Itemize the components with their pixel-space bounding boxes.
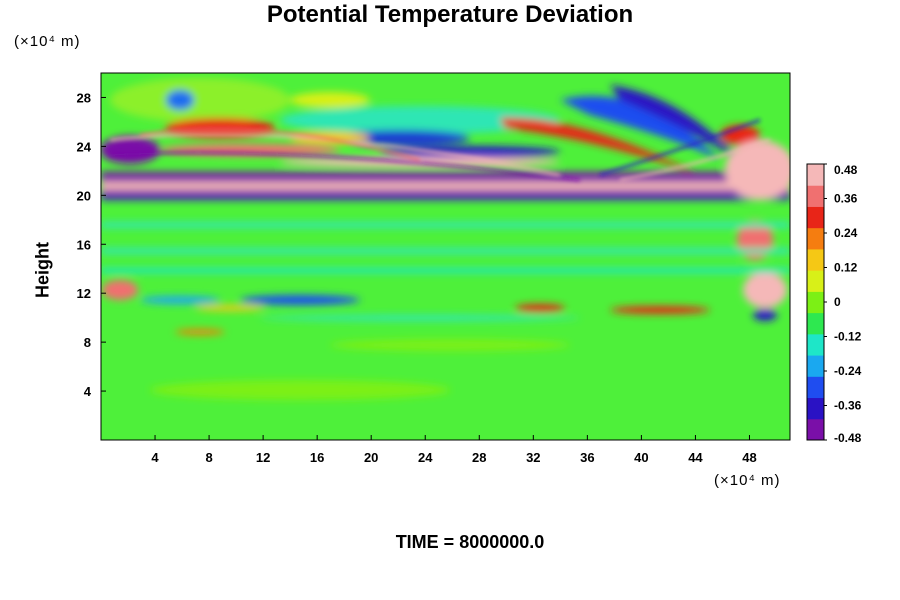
x-tick-label: 40 [634,450,648,465]
y-tick-label: 20 [77,188,91,203]
colorbar-tick-label: 0.12 [834,261,858,275]
x-tick-label: 36 [580,450,594,465]
colorbar-segment [807,227,824,250]
x-unit-label: (×10⁴ m) [714,472,781,489]
x-tick-label: 4 [151,450,159,465]
colorbar-tick-label: 0.24 [834,226,858,240]
colorbar-tick-label: 0 [834,295,841,309]
x-tick-label: 12 [256,450,270,465]
colorbar-segment [807,164,824,186]
x-tick-label: 28 [472,450,486,465]
colorbar-segment [807,248,824,271]
colorbar-tick-label: -0.12 [834,330,862,344]
y-tick-label: 12 [77,286,91,301]
y-axis: 4 8 12 16 20 24 28 [77,90,106,399]
colorbar-segment [807,355,824,377]
colorbar-tick-label: -0.48 [834,431,862,445]
colorbar-segment [807,397,824,420]
colorbar-tick-label: 0.48 [834,163,858,177]
heatmap-field [101,73,790,440]
y-tick-label: 28 [77,90,91,105]
x-axis: 4 8 12 16 20 24 28 32 36 40 44 48 [151,435,757,465]
colorbar-segment [807,185,824,207]
y-tick-label: 16 [77,237,91,252]
plot-frame [100,72,791,441]
colorbar: 0.48 0.36 0.24 0.12 0 -0.12 -0.24 -0.36 -0.48 [806,163,862,445]
chart-title: Potential Temperature Deviation [266,1,634,28]
x-tick-label: 16 [310,450,324,465]
x-tick-label: 8 [205,450,212,465]
colorbar-segment [807,418,824,441]
x-tick-label: 24 [418,450,433,465]
y-tick-label: 4 [84,384,92,399]
x-tick-label: 48 [742,450,756,465]
y-tick-label: 24 [77,139,92,154]
colorbar-tick-label: -0.36 [834,399,862,413]
x-tick-label: 20 [364,450,378,465]
colorbar-segment [807,333,824,356]
x-tick-label: 44 [688,450,703,465]
colorbar-tick-label: 0.36 [834,192,858,206]
y-tick-label: 8 [84,335,91,350]
colorbar-segment [807,312,824,335]
colorbar-segment [807,376,824,399]
x-tick-label: 32 [526,450,540,465]
time-annotation: TIME = 8000000.0 [395,532,545,552]
colorbar-segment [807,270,824,292]
y-unit-label: (×10⁴ m) [14,33,81,50]
colorbar-tick-label: -0.24 [834,364,862,378]
colorbar-segment [807,206,824,229]
colorbar-segment [807,291,824,314]
